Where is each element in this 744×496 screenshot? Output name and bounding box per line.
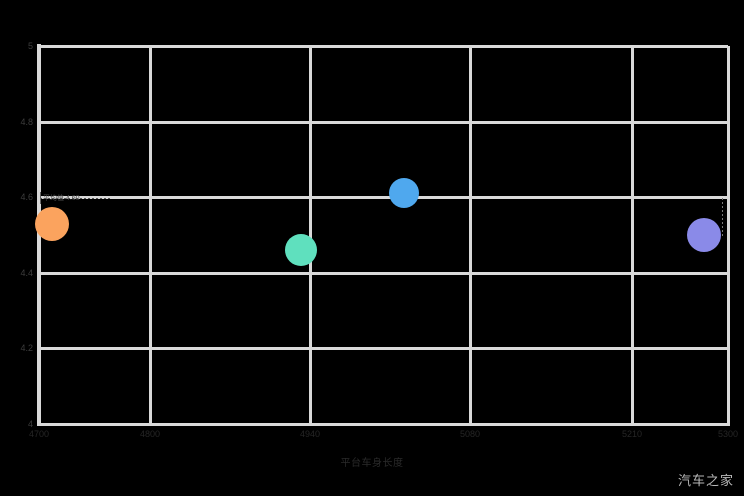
point-orange[interactable]	[35, 206, 70, 241]
reference-tick-left	[40, 192, 41, 204]
point-purple[interactable]	[687, 218, 721, 252]
gridline-horizontal	[39, 423, 728, 426]
gridline-horizontal	[39, 120, 728, 124]
gridline-horizontal	[39, 196, 728, 200]
y-axis-tick-label: 4	[27, 419, 33, 429]
gridline-horizontal	[39, 271, 728, 275]
gridline-vertical	[631, 46, 634, 424]
reference-label-left: 平均值 4.60	[40, 192, 112, 204]
gridline-vertical	[469, 46, 472, 424]
y-axis-tick-label: 4.4	[20, 267, 33, 278]
x-axis-tick-label: 4800	[139, 429, 161, 439]
x-axis-tick-label: 5210	[621, 429, 643, 439]
gridline-vertical	[727, 46, 730, 424]
x-axis-tick-label: 5300	[717, 429, 739, 439]
gridline-vertical	[309, 46, 312, 424]
point-blue[interactable]	[388, 178, 419, 209]
watermark-autohome: 汽车之家	[677, 474, 734, 489]
gridline-horizontal	[39, 45, 728, 48]
gridline-horizontal	[39, 347, 728, 351]
reference-line-right	[722, 198, 723, 238]
x-axis-title: 平台车身长度	[340, 458, 404, 469]
y-axis-tick-label: 5	[27, 41, 33, 51]
reference-line-left	[40, 198, 112, 199]
point-teal[interactable]	[284, 234, 317, 267]
x-axis-tick-label: 4940	[299, 429, 321, 439]
plot-area	[35, 45, 730, 426]
x-axis-tick-label: 5080	[459, 429, 481, 439]
y-axis-tick-label: 4.8	[20, 116, 33, 127]
gridline-vertical	[149, 46, 152, 424]
x-axis-tick-label: 4700	[28, 429, 50, 439]
y-axis-tick-label: 4.6	[20, 192, 33, 203]
y-axis-tick-label: 4.2	[20, 343, 33, 354]
